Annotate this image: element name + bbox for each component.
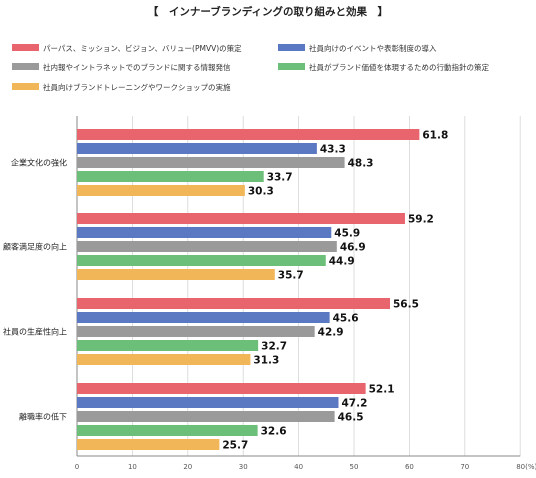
legend-swatch-1 (12, 44, 39, 51)
value-label-2-5: 35.7 (278, 270, 304, 282)
value-label-2-4: 44.9 (329, 256, 355, 268)
bar-2-5 (77, 269, 275, 280)
bar-4-1 (77, 383, 366, 394)
value-label-1-4: 33.7 (267, 172, 293, 184)
bar-3-1 (77, 298, 391, 309)
bar-4-2 (77, 397, 339, 408)
bar-3-2 (77, 312, 330, 323)
x-tick-label-8: 80(%) (516, 463, 536, 471)
value-label-4-4: 32.6 (261, 426, 287, 438)
x-tick-label-6: 60 (405, 463, 414, 471)
legend-swatch-3 (12, 63, 39, 70)
legend-swatch-4 (278, 63, 305, 70)
bar-1-3 (77, 157, 345, 168)
bar-3-4 (77, 340, 259, 351)
x-tick-label-2: 20 (183, 463, 192, 471)
category-label-3: 社員の生産性向上 (3, 327, 67, 337)
legend-label-4: 社員がブランド価値を体現するための行動指針の策定 (309, 62, 489, 72)
value-label-2-1: 59.2 (408, 214, 434, 226)
value-label-4-2: 47.2 (341, 398, 367, 410)
value-label-1-2: 43.3 (320, 144, 346, 156)
value-label-3-2: 45.6 (333, 313, 359, 325)
x-axis: 0 10 20 30 40 50 60 70 80(%) (75, 455, 536, 471)
value-label-4-3: 46.5 (338, 412, 364, 424)
x-tick-label-7: 70 (460, 463, 469, 471)
value-label-2-3: 46.9 (340, 242, 366, 254)
x-tick-label-5: 50 (350, 463, 359, 471)
bar-1-5 (77, 185, 245, 196)
x-tick-label-3: 30 (239, 463, 248, 471)
value-label-3-5: 31.3 (253, 355, 279, 367)
category-label-4: 離職率の低下 (19, 412, 67, 422)
bar-4-4 (77, 425, 258, 436)
x-tick-label-4: 40 (294, 463, 303, 471)
bar-1-2 (77, 143, 317, 154)
legend: パーパス、ミッション、ビジョン、バリュー(PMVV)の策定 社員向けのイベントや表… (12, 43, 489, 92)
legend-label-2: 社員向けのイベントや表彰制度の導入 (309, 43, 437, 53)
plot-area: 企業文化の強化 61.8 43.348.3 33.7 30.3 顧客満足度の向上 59.2 4… (3, 129, 448, 452)
value-label-1-5: 30.3 (248, 186, 274, 198)
bar-2-3 (77, 241, 337, 252)
x-tick-label-1: 10 (128, 463, 137, 471)
legend-label-5: 社員向けブランドトレーニングやワークショップの実施 (43, 82, 231, 92)
category-label-2: 顧客満足度の向上 (3, 242, 67, 252)
value-label-3-4: 32.7 (261, 341, 287, 353)
legend-swatch-5 (12, 83, 39, 90)
value-label-4-5: 25.7 (222, 440, 248, 452)
value-label-4-1: 52.1 (369, 384, 395, 396)
bar-1-4 (77, 171, 264, 182)
chart-title: 【 インナーブランディングの取り組みと効果 】 (148, 5, 388, 18)
bar-4-5 (77, 439, 220, 450)
legend-label-3: 社内報やイントラネットでのブランドに関する情報発信 (43, 62, 231, 72)
x-tick-label-0: 0 (75, 463, 79, 471)
bar-2-2 (77, 227, 332, 238)
value-label-3-3: 42.9 (318, 327, 344, 339)
value-label-2-2: 45.9 (334, 228, 360, 240)
legend-label-1: パーパス、ミッション、ビジョン、バリュー(PMVV)の策定 (43, 43, 242, 53)
bar-3-5 (77, 354, 251, 365)
bar-1-1 (77, 129, 420, 140)
value-label-3-1: 56.5 (393, 299, 419, 311)
category-label-1: 企業文化の強化 (11, 158, 67, 168)
value-label-1-3: 48.3 (348, 158, 374, 170)
legend-swatch-2 (278, 44, 305, 51)
bar-4-3 (77, 411, 335, 422)
bar-2-1 (77, 213, 405, 224)
bar-3-3 (77, 326, 315, 337)
bar-2-4 (77, 255, 326, 266)
value-label-1-1: 61.8 (422, 130, 448, 142)
